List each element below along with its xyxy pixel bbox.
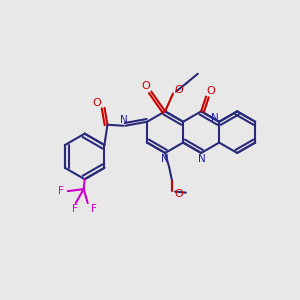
- Text: F: F: [72, 204, 78, 214]
- Text: N: N: [198, 154, 206, 164]
- Text: F: F: [91, 204, 97, 214]
- Text: O: O: [141, 81, 150, 91]
- Text: O: O: [92, 98, 101, 108]
- Text: N: N: [161, 154, 169, 164]
- Text: O: O: [175, 85, 183, 94]
- Text: O: O: [175, 189, 183, 199]
- Text: N: N: [120, 115, 128, 125]
- Text: F: F: [58, 186, 64, 196]
- Text: N: N: [211, 113, 219, 123]
- Text: O: O: [207, 85, 215, 96]
